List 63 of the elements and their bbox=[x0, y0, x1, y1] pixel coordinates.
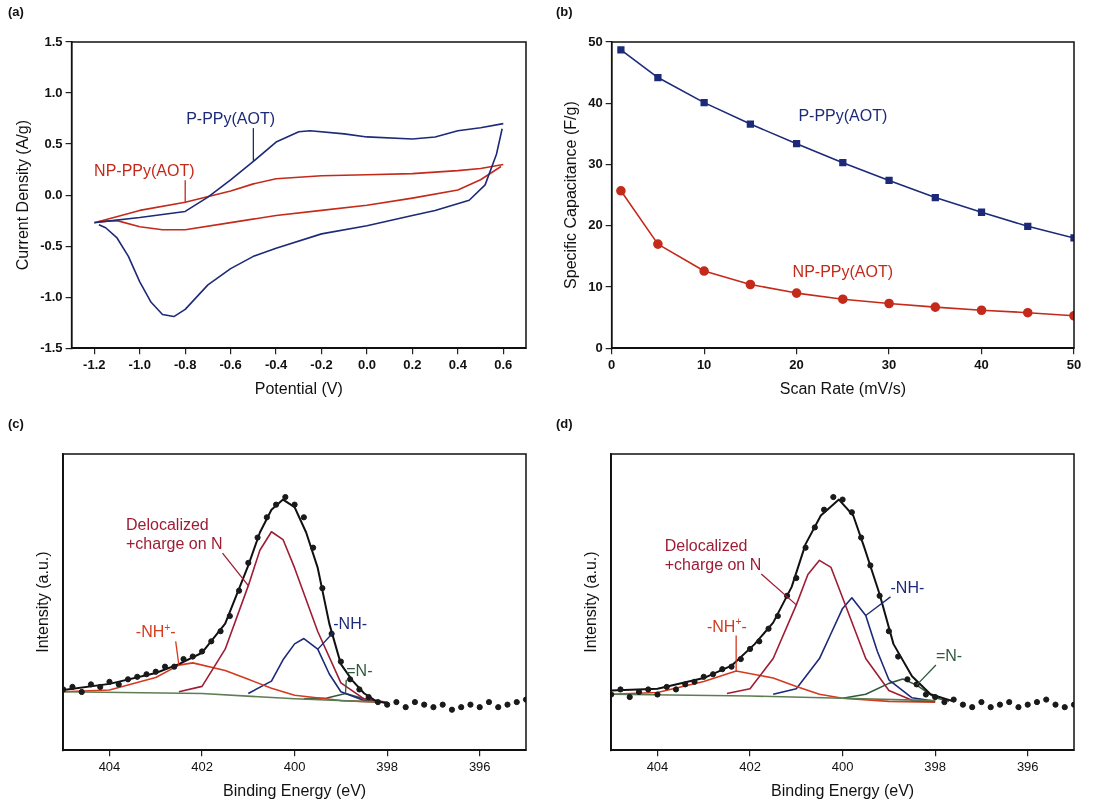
chart-title: (c) bbox=[8, 416, 24, 431]
y-tick-label: 20 bbox=[588, 217, 603, 233]
series-label: -NH- bbox=[333, 614, 368, 632]
y-tick-label: 10 bbox=[588, 278, 603, 294]
chart-title: (b) bbox=[556, 4, 573, 19]
x-tick-label: 40 bbox=[974, 356, 989, 372]
chart-title: (d) bbox=[556, 416, 573, 431]
series-label: -NH- bbox=[890, 579, 925, 597]
y-tick-label: -0.5 bbox=[40, 237, 63, 253]
series-label: P-PPy(AOT) bbox=[798, 107, 888, 125]
y-tick-label: 50 bbox=[588, 33, 603, 49]
x-tick-label: 404 bbox=[646, 758, 669, 774]
x-tick-label: 398 bbox=[924, 758, 947, 774]
text: Delocalized +charge on N bbox=[126, 516, 223, 553]
y-tick-label: 30 bbox=[588, 156, 603, 172]
x-tick-label: 400 bbox=[831, 758, 854, 774]
x-tick-label: 0.2 bbox=[403, 356, 422, 372]
series-label: NP-PPy(AOT) bbox=[792, 263, 894, 281]
x-tick-label: -0.2 bbox=[310, 356, 333, 372]
x-tick-label: 30 bbox=[881, 356, 897, 372]
series-label: =N- bbox=[346, 661, 373, 679]
x-tick-label: 50 bbox=[1066, 356, 1082, 372]
y-tick-label: 1.0 bbox=[44, 84, 63, 100]
x-tick-label: 10 bbox=[696, 356, 712, 372]
x-tick-label: 402 bbox=[739, 758, 761, 774]
x-tick-label: 0 bbox=[608, 356, 616, 372]
y-tick-label: 0.0 bbox=[44, 186, 63, 202]
x-tick-label: -0.8 bbox=[174, 356, 197, 372]
y-tick-label: 0.5 bbox=[44, 135, 63, 151]
series-label: =N- bbox=[935, 647, 963, 665]
x-tick-label: 400 bbox=[283, 758, 306, 774]
text: Delocalized +charge on N bbox=[664, 536, 762, 574]
y-tick-label: 1.5 bbox=[44, 33, 63, 49]
x-axis-title: Scan Rate (mV/s) bbox=[779, 379, 906, 397]
x-axis-title: Binding Energy (eV) bbox=[223, 781, 367, 799]
x-tick-label: -0.4 bbox=[264, 356, 289, 372]
x-tick-label: -1.0 bbox=[128, 356, 151, 372]
x-tick-label: 396 bbox=[1016, 758, 1039, 774]
x-tick-label: 0.0 bbox=[357, 356, 376, 372]
y-tick-label: 40 bbox=[588, 94, 603, 110]
y-tick-label: -1.5 bbox=[40, 339, 63, 355]
y-axis-title: Current Density (A/g) bbox=[14, 119, 32, 271]
x-tick-label: -1.2 bbox=[83, 356, 106, 372]
chart-title: (a) bbox=[8, 4, 24, 19]
y-axis-title: Specific Capacitance (F/g) bbox=[562, 101, 580, 289]
x-tick-label: 0.4 bbox=[448, 356, 468, 372]
y-tick-label: -1.0 bbox=[40, 288, 63, 304]
x-axis-title: Potential (V) bbox=[254, 379, 343, 397]
x-tick-label: 404 bbox=[98, 758, 121, 774]
x-tick-label: 398 bbox=[376, 758, 399, 774]
y-tick-label: 0 bbox=[595, 339, 603, 355]
x-tick-label: 20 bbox=[789, 356, 804, 372]
x-tick-label: 402 bbox=[191, 758, 213, 774]
series-label: -NH+- bbox=[135, 622, 176, 641]
y-axis-title: Intensity (a.u.) bbox=[582, 551, 600, 653]
y-axis-title: Intensity (a.u.) bbox=[34, 551, 52, 653]
series-label: P-PPy(AOT) bbox=[186, 110, 276, 128]
x-tick-label: 0.6 bbox=[494, 356, 513, 372]
x-axis-title: Binding Energy (eV) bbox=[771, 781, 915, 799]
x-tick-label: 396 bbox=[468, 758, 491, 774]
x-tick-label: -0.6 bbox=[219, 356, 242, 372]
text: -NH+- bbox=[706, 616, 747, 635]
series-label: NP-PPy(AOT) bbox=[94, 162, 195, 180]
